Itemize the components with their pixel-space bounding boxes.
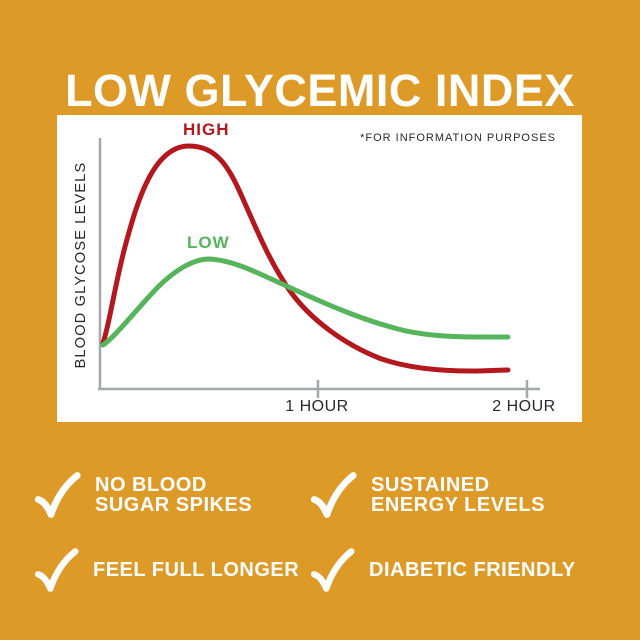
chart-panel: *FOR INFORMATION PURPOSES BLOOD GLYCOSE … (57, 115, 582, 422)
benefit-label: NO BLOOD SUGAR SPIKES (95, 474, 253, 516)
high-series-label: HIGH (183, 120, 230, 139)
page-title: LOW GLYCEMIC INDEX (65, 65, 575, 117)
low-glycemic-curve (100, 256, 511, 348)
benefit-feel-full-longer: FEEL FULL LONGER (33, 544, 309, 596)
x-tick-label-2hour: 2 HOUR (492, 398, 556, 415)
benefit-diabetic-friendly: DIABETIC FRIENDLY (309, 544, 613, 596)
benefit-label: DIABETIC FRIENDLY (369, 559, 576, 581)
low-series-label: LOW (187, 233, 230, 252)
checkmark-icon (310, 472, 357, 518)
glucose-line-chart (98, 138, 540, 398)
benefits-list: NO BLOOD SUGAR SPIKES SUSTAINED ENERGY L… (33, 468, 613, 596)
high-glycemic-curve (100, 143, 511, 374)
benefit-label: FEEL FULL LONGER (93, 559, 300, 581)
checkmark-icon (34, 472, 81, 518)
benefit-no-blood-sugar-spikes: NO BLOOD SUGAR SPIKES (33, 468, 309, 522)
x-tick-label-1hour: 1 HOUR (285, 398, 349, 415)
benefit-sustained-energy-levels: SUSTAINED ENERGY LEVELS (309, 468, 613, 522)
y-axis-label: BLOOD GLYCOSE LEVELS (73, 161, 89, 369)
disclaimer-note: *FOR INFORMATION PURPOSES (360, 132, 556, 144)
checkmark-icon (34, 548, 79, 592)
benefit-label: SUSTAINED ENERGY LEVELS (371, 474, 545, 516)
checkmark-icon (310, 548, 355, 592)
